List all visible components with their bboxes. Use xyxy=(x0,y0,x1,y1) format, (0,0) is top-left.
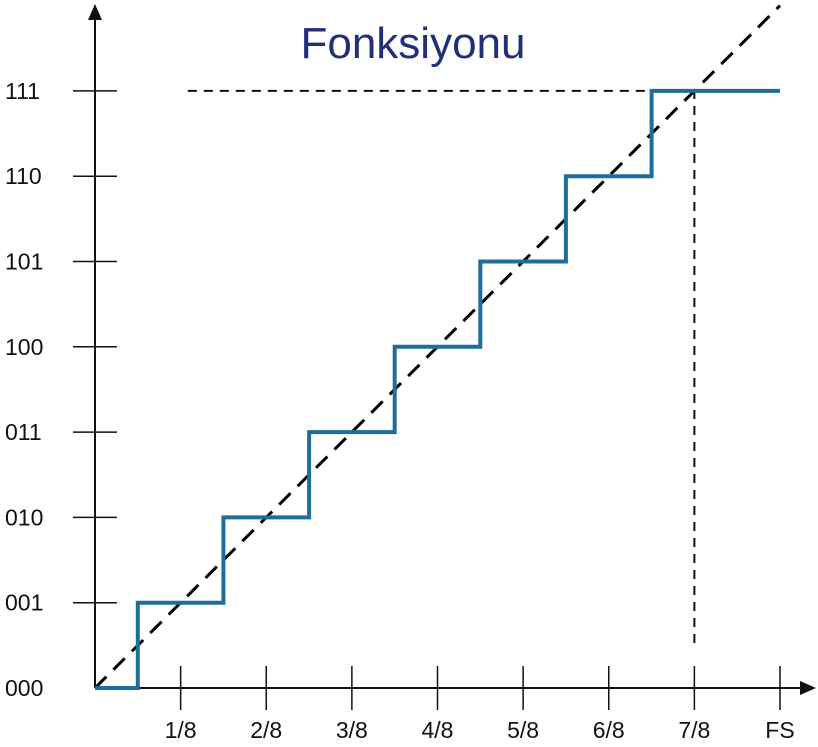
chart-title: Fonksiyonu xyxy=(300,19,525,68)
y-ticks: 000 001 010 011 100 101 110 111 xyxy=(5,78,117,701)
y-tick-label: 101 xyxy=(5,249,43,275)
y-axis-arrow xyxy=(88,4,102,20)
quantized-step-line xyxy=(95,88,780,690)
x-tick-label: 6/8 xyxy=(593,717,625,743)
x-ticks: 1/8 2/8 3/8 4/8 5/8 6/8 7/8 FS xyxy=(165,666,795,743)
y-tick-label: 110 xyxy=(5,163,42,189)
y-tick-label: 100 xyxy=(5,334,43,360)
reference-lines xyxy=(187,89,696,643)
y-tick-label: 001 xyxy=(5,590,43,616)
x-tick-label: 3/8 xyxy=(336,717,368,743)
y-tick-label: 111 xyxy=(5,78,40,104)
x-tick-label: 7/8 xyxy=(678,717,710,743)
x-tick-label: 1/8 xyxy=(165,717,197,743)
x-tick-label: 5/8 xyxy=(507,717,539,743)
axes xyxy=(88,4,816,695)
x-axis-arrow xyxy=(800,681,816,695)
step-series xyxy=(95,88,780,690)
x-tick-label: 2/8 xyxy=(250,717,282,743)
y-tick-label: 011 xyxy=(5,419,42,445)
x-tick-label: 4/8 xyxy=(422,717,454,743)
y-tick-label: 000 xyxy=(5,675,43,701)
y-tick-label: 010 xyxy=(5,504,43,530)
x-tick-label: FS xyxy=(765,717,794,743)
